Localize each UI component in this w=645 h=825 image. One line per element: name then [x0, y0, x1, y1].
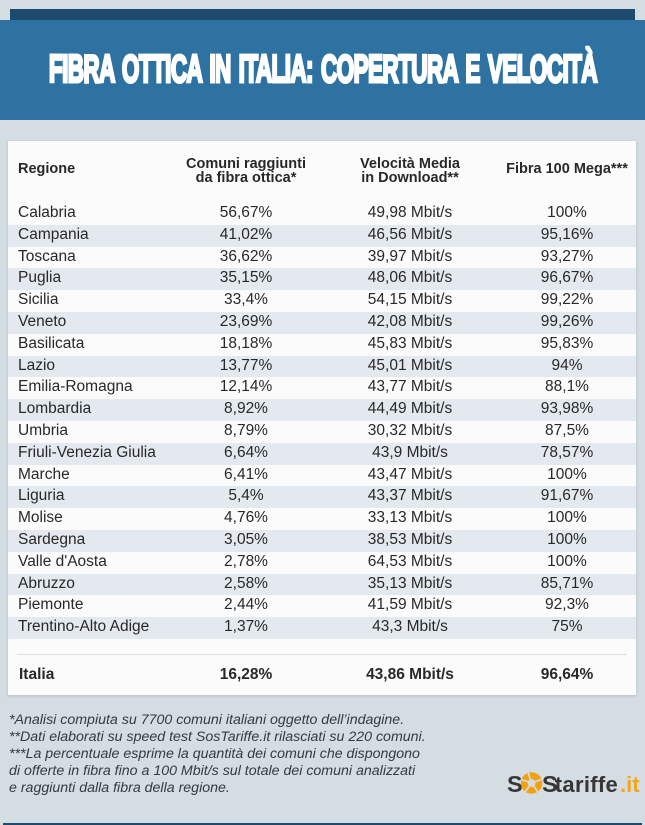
svg-text:tariffe: tariffe [555, 772, 618, 797]
svg-text:S: S [542, 771, 558, 797]
svg-text:.it: .it [620, 772, 640, 797]
svg-text:S: S [507, 771, 523, 797]
